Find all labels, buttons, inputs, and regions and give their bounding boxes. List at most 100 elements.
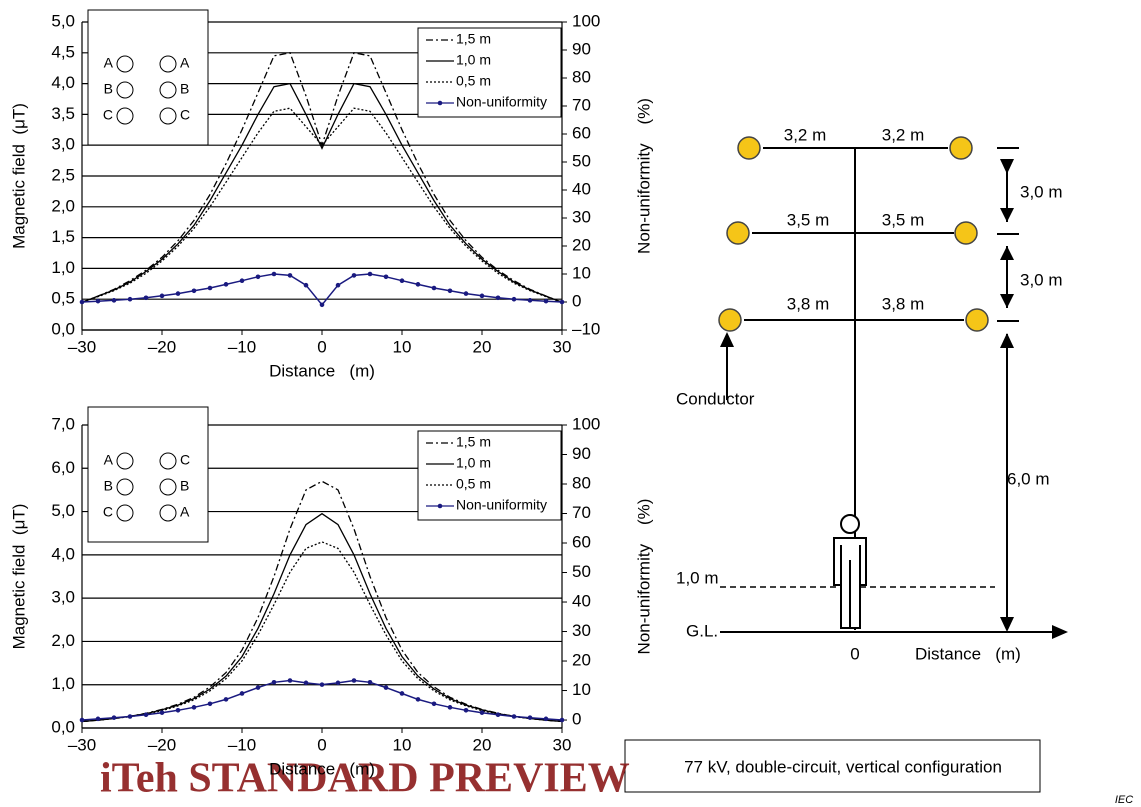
y-axis-title: Magnetic field (μT) [9, 103, 28, 249]
marker [191, 288, 197, 294]
marker [143, 712, 149, 718]
marker [399, 691, 405, 696]
origin-label: 0 [850, 644, 859, 663]
y-tick-label: 0,5 [51, 289, 75, 308]
y-tick-label: 0,0 [51, 319, 75, 338]
y-tick-label: 2,0 [51, 196, 75, 215]
marker [95, 298, 101, 304]
conductor [726, 221, 750, 245]
y2-tick-label: 30 [572, 621, 591, 640]
marker [207, 285, 213, 291]
marker [527, 715, 533, 720]
source: IEC [1115, 794, 1133, 806]
y-tick-label: 1,5 [51, 227, 75, 246]
y-tick-label: 4,0 [51, 73, 75, 92]
span-label: 3,8 m [882, 294, 925, 313]
marker [543, 298, 549, 304]
y2-tick-label: 30 [572, 207, 591, 226]
y2-tick-label: 20 [572, 651, 591, 670]
x-tick-label: 30 [553, 735, 572, 754]
y2-tick-label: 100 [572, 11, 600, 30]
legend-label: 1,5 m [456, 31, 491, 47]
diagram: 3,2 m 3,2 m 3,5 m 3,5 m 3,8 m 3,8 m 3,0 … [676, 125, 1068, 663]
x-tick-label: –30 [68, 337, 96, 356]
marker [351, 273, 357, 278]
marker [127, 296, 133, 302]
x-tick-label: 20 [473, 337, 492, 356]
y-tick-label: 2,0 [51, 631, 75, 650]
marker [351, 678, 357, 683]
phase-circle [116, 55, 134, 73]
marker [335, 680, 341, 686]
conductor [949, 136, 973, 160]
phase-circle [159, 504, 177, 522]
phase-label: B [180, 81, 189, 97]
series-line [81, 273, 563, 306]
marker [319, 682, 325, 687]
marker [319, 302, 325, 308]
span-label: 3,2 m [882, 125, 925, 144]
marker [111, 715, 117, 720]
phase-circle [116, 452, 134, 470]
y2-tick-label: 80 [572, 67, 591, 86]
marker [543, 716, 549, 722]
y2-tick-label: –10 [572, 319, 600, 338]
y2-tick-label: 100 [572, 414, 600, 433]
marker [111, 298, 117, 303]
phase-circle [116, 81, 134, 99]
series-line [81, 107, 563, 303]
y-tick-label: 4,0 [51, 544, 75, 563]
x-tick-label: –20 [148, 337, 176, 356]
caption: 77 kV, double-circuit, vertical configur… [684, 757, 1002, 776]
marker [255, 274, 261, 280]
y-tick-label: 3,0 [51, 135, 75, 154]
marker [431, 701, 437, 707]
phase-label: B [104, 81, 113, 97]
x-axis-title: Distance (m) [269, 759, 375, 778]
phase-box [87, 406, 209, 543]
marker [175, 707, 181, 713]
marker [415, 697, 421, 702]
phase-label: C [103, 504, 113, 520]
y2-tick-label: 0 [572, 710, 581, 729]
marker [431, 285, 437, 291]
marker [239, 691, 245, 696]
conductor-label: Conductor [676, 389, 755, 408]
marker [383, 274, 389, 280]
marker [367, 679, 373, 685]
span-label: 3,2 m [784, 125, 827, 144]
phase-circle [116, 478, 134, 496]
y2-axis-title: Non-uniformity (%) [634, 499, 653, 655]
phase-label: C [103, 107, 113, 123]
x-tick-label: 0 [317, 735, 326, 754]
marker [175, 291, 181, 296]
arrowheads [720, 159, 1068, 639]
x-tick-label: 20 [473, 735, 492, 754]
marker [559, 717, 565, 723]
y-tick-label: 1,0 [51, 674, 75, 693]
conductors [718, 136, 989, 332]
series-line [81, 512, 563, 723]
phase-circle [116, 504, 134, 522]
y-tick-label: 1,0 [51, 258, 75, 277]
legend-label: Non-uniformity [456, 497, 547, 513]
marker [495, 712, 501, 718]
phase-label: A [104, 55, 114, 71]
y2-tick-label: 70 [572, 95, 591, 114]
marker [303, 282, 309, 288]
phase-label: A [104, 452, 114, 468]
x-tick-label: –30 [68, 735, 96, 754]
y2-tick-label: 0 [572, 291, 581, 310]
phase-circle [116, 107, 134, 125]
gap-label: 3,0 m [1020, 182, 1063, 201]
marker [95, 716, 101, 722]
marker [479, 710, 485, 715]
y-tick-label: 4,5 [51, 42, 75, 61]
marker [287, 273, 293, 278]
legend-marker [437, 100, 443, 106]
y2-tick-label: 60 [572, 532, 591, 551]
x-tick-label: –20 [148, 735, 176, 754]
span-label: 3,5 m [882, 210, 925, 229]
marker [159, 710, 165, 715]
